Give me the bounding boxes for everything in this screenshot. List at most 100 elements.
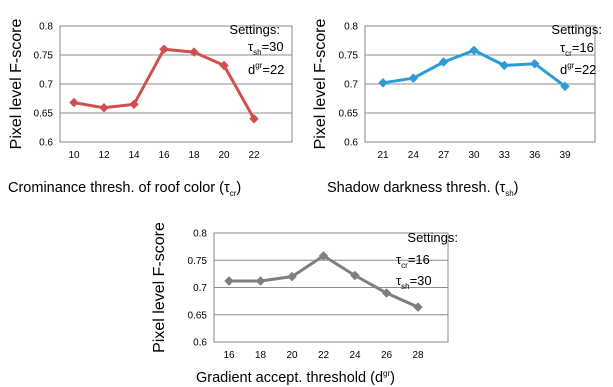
x-tick-label: 36 <box>529 150 541 161</box>
data-point <box>255 276 266 286</box>
x-tick-label: 16 <box>223 350 235 361</box>
x-axis-title-text: Crominance thresh. of roof color ( <box>8 180 224 196</box>
settings-param: dgr=22 <box>248 61 284 77</box>
series-line <box>382 48 566 88</box>
x-tick-label: 24 <box>408 150 420 161</box>
y-tick-label: 0.7 <box>39 80 53 91</box>
param-value: =22 <box>574 62 596 77</box>
y-tick-label: 0.65 <box>188 310 208 321</box>
data-point <box>287 271 297 282</box>
y-tick-label: 0.6 <box>193 338 207 349</box>
x-tick-label: 39 <box>559 150 571 161</box>
data-point <box>69 97 79 108</box>
settings-title: Settings: <box>407 230 458 245</box>
param-symbol: τ <box>396 273 402 288</box>
param-symbol: d <box>248 62 255 77</box>
settings-param: τsh=30 <box>248 39 284 57</box>
y-tick-label: 0.75 <box>34 51 54 62</box>
y-tick-label: 0.75 <box>339 51 359 62</box>
x-axis-title: Gradient accept. threshold (dgr) <box>196 369 395 386</box>
x-tick-label: 33 <box>499 150 511 161</box>
data-point <box>219 60 229 71</box>
data-point <box>438 57 449 67</box>
data-point <box>560 81 570 92</box>
x-tick-label: 22 <box>248 150 260 161</box>
y-axis-title: Pixel level F-score <box>151 222 168 353</box>
x-axis-symbol: d <box>375 370 383 386</box>
x-axis-superscript: gr <box>383 369 390 378</box>
y-tick-label: 0.7 <box>193 283 207 294</box>
x-tick-label: 27 <box>438 150 450 161</box>
param-value: =30 <box>410 273 432 288</box>
y-tick-label: 0.8 <box>39 22 53 33</box>
x-axis-title-text: Shadow darkness thresh. ( <box>327 180 500 196</box>
data-point <box>381 288 392 298</box>
x-axis-symbol: τ <box>224 180 230 196</box>
y-tick-label: 0.8 <box>193 229 207 240</box>
param-value: =16 <box>572 40 594 55</box>
x-tick-label: 14 <box>128 150 140 161</box>
x-axis-close: ) <box>390 370 395 386</box>
data-point <box>189 47 199 57</box>
y-tick-label: 0.75 <box>188 256 208 267</box>
x-axis-close: ) <box>236 180 241 196</box>
chart-2: 0.6 0.65 0.7 0.75 0.8 21 24 27 30 33 36 39 Pixel lev… <box>312 19 602 198</box>
x-axis-title: Shadow darkness thresh. (τsh) <box>327 180 519 198</box>
settings-param: τcr=16 <box>396 252 430 270</box>
param-superscript: gr <box>567 61 574 70</box>
y-tick-label: 0.65 <box>34 109 54 120</box>
y-axis-title: Pixel level F-score <box>312 19 329 150</box>
x-tick-label: 18 <box>255 350 267 361</box>
y-tick-label: 0.7 <box>344 80 358 91</box>
data-point <box>469 45 479 56</box>
x-axis-close: ) <box>514 180 519 196</box>
x-tick-label: 26 <box>381 350 393 361</box>
x-tick-label: 10 <box>68 150 80 161</box>
data-point <box>129 99 139 110</box>
x-tick-label: 18 <box>188 150 200 161</box>
settings-param: τsh=30 <box>396 273 432 291</box>
param-symbol: τ <box>396 252 402 267</box>
x-tick-label: 24 <box>349 350 361 361</box>
settings-param: τcr=16 <box>560 40 594 58</box>
param-symbol: τ <box>248 39 254 54</box>
data-point <box>378 77 388 88</box>
chart-1: 0.6 0.65 0.7 0.75 0.8 10 12 14 16 18 20 22 Pixel lev… <box>8 19 293 198</box>
x-tick-label: 20 <box>286 350 298 361</box>
y-tick-label: 0.6 <box>344 138 358 149</box>
param-superscript: gr <box>255 61 262 70</box>
data-point <box>413 302 423 312</box>
param-subscript: cr <box>401 261 408 270</box>
data-point <box>249 113 259 124</box>
y-tick-label: 0.65 <box>339 109 359 120</box>
param-value: =16 <box>408 252 430 267</box>
param-symbol: τ <box>560 40 566 55</box>
settings-param: dgr=22 <box>560 61 596 77</box>
x-axis-subscript: sh <box>505 189 513 198</box>
param-symbol: d <box>560 62 567 77</box>
data-point <box>318 251 329 261</box>
x-axis-subscript: cr <box>230 189 237 198</box>
data-point <box>224 276 234 286</box>
param-subscript: sh <box>253 48 261 57</box>
x-axis-title: Crominance thresh. of roof color (τcr) <box>8 180 241 198</box>
settings-title: Settings: <box>229 22 280 37</box>
y-tick-label: 0.8 <box>344 22 358 33</box>
settings-title: Settings: <box>551 22 602 37</box>
x-tick-label: 16 <box>158 150 170 161</box>
x-tick-label: 22 <box>318 350 330 361</box>
data-point <box>99 102 109 113</box>
y-axis-title: Pixel level F-score <box>8 19 25 150</box>
param-value: =22 <box>262 62 284 77</box>
x-tick-label: 28 <box>412 350 424 361</box>
y-tick-label: 0.6 <box>39 138 53 149</box>
chart-3: 0.6 0.65 0.7 0.75 0.8 16 18 20 22 24 26 28 Pixel lev… <box>151 222 458 386</box>
x-tick-label: 12 <box>98 150 110 161</box>
x-tick-label: 20 <box>218 150 230 161</box>
x-tick-label: 21 <box>377 150 389 161</box>
x-axis-symbol: τ <box>499 180 505 196</box>
data-point <box>408 73 419 84</box>
param-subscript: cr <box>565 49 572 58</box>
data-point <box>350 270 360 281</box>
data-point <box>529 58 540 69</box>
